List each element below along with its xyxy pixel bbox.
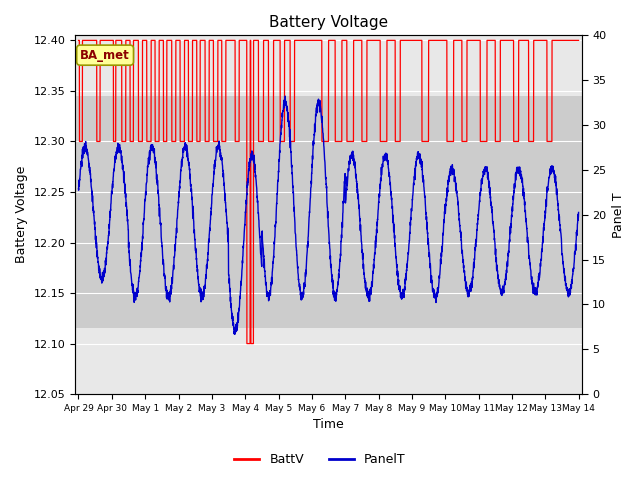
X-axis label: Time: Time <box>313 419 344 432</box>
Y-axis label: Panel T: Panel T <box>612 192 625 238</box>
Title: Battery Voltage: Battery Voltage <box>269 15 388 30</box>
Text: BA_met: BA_met <box>80 48 130 61</box>
Bar <box>75 96 582 328</box>
Legend: BattV, PanelT: BattV, PanelT <box>229 448 411 471</box>
Y-axis label: Battery Voltage: Battery Voltage <box>15 166 28 264</box>
